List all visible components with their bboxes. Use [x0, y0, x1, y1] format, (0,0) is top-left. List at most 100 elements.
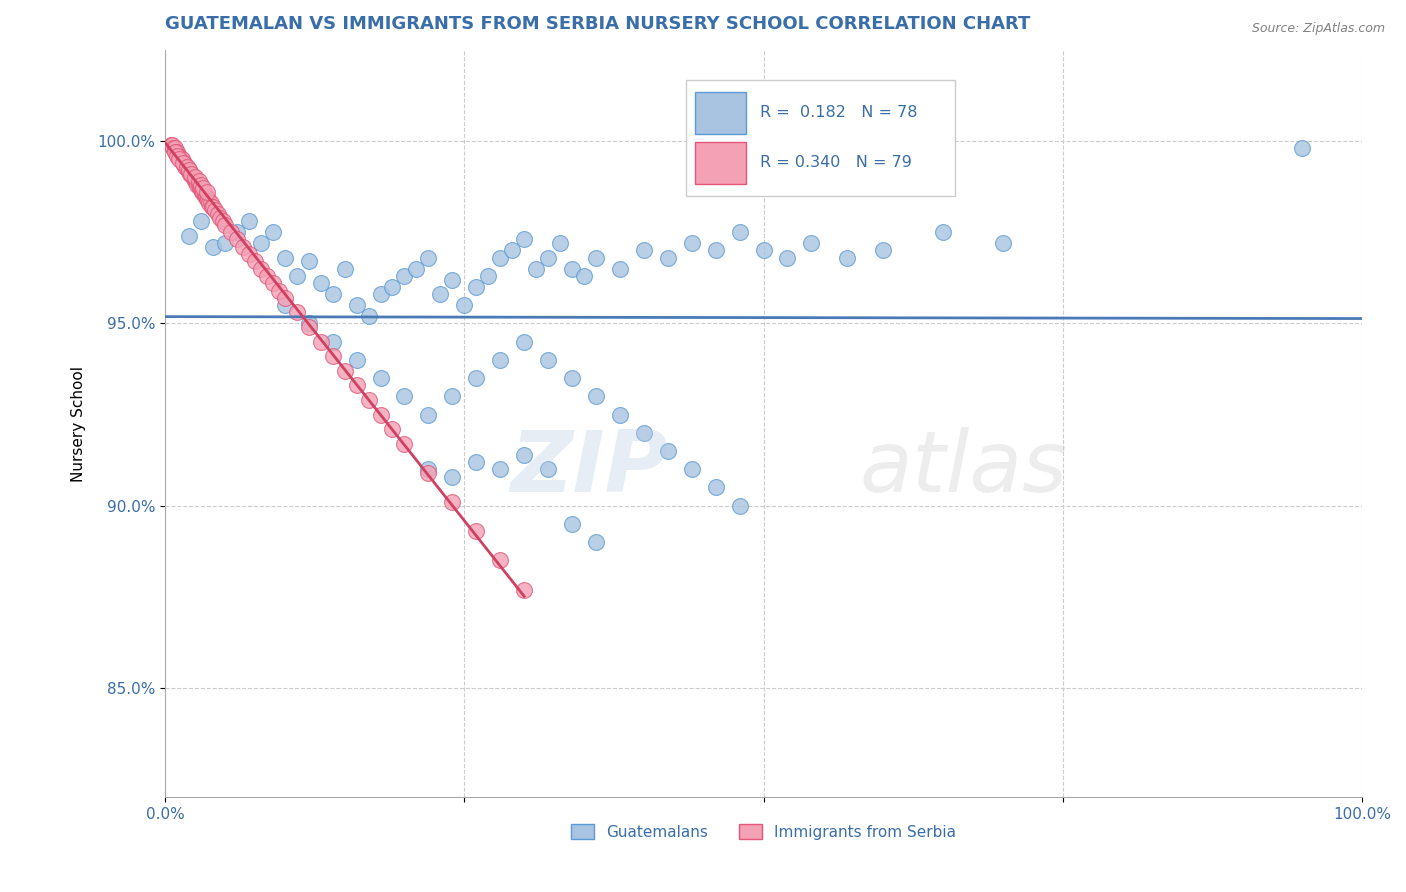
Point: [800, 236, 823, 251]
Point: [489, 251, 512, 265]
Point: [193, 188, 215, 202]
Point: [776, 251, 799, 265]
Point: [346, 378, 368, 392]
Point: [170, 153, 193, 167]
Point: [357, 309, 380, 323]
Point: [187, 178, 209, 192]
Text: R =  0.182   N = 78: R = 0.182 N = 78: [761, 105, 918, 120]
Point: [441, 272, 464, 286]
Point: [209, 211, 232, 225]
Point: [177, 163, 200, 178]
Point: [243, 254, 266, 268]
Point: [370, 371, 392, 385]
Point: [298, 254, 321, 268]
Point: [728, 225, 751, 239]
Point: [262, 277, 284, 291]
Point: [704, 480, 727, 494]
Point: [193, 181, 215, 195]
Point: [524, 261, 547, 276]
Point: [441, 469, 464, 483]
Point: [561, 516, 583, 531]
Point: [991, 236, 1014, 251]
Point: [657, 251, 679, 265]
Point: [184, 174, 207, 188]
Point: [274, 298, 297, 312]
Point: [465, 371, 488, 385]
Point: [207, 207, 229, 221]
Point: [346, 352, 368, 367]
Point: [585, 251, 607, 265]
Point: [609, 261, 631, 276]
Point: [837, 251, 859, 265]
Point: [537, 352, 560, 367]
Point: [166, 145, 188, 159]
Point: [169, 153, 191, 167]
Point: [298, 320, 321, 334]
Point: [572, 268, 595, 283]
Point: [322, 349, 344, 363]
Point: [176, 160, 198, 174]
Text: ZIP: ZIP: [510, 427, 668, 510]
Point: [165, 145, 187, 159]
Point: [179, 167, 201, 181]
Point: [219, 225, 242, 239]
Point: [225, 232, 247, 246]
Point: [190, 178, 212, 192]
Point: [309, 334, 332, 349]
Point: [633, 244, 655, 258]
Point: [177, 163, 200, 178]
Point: [162, 141, 184, 155]
Point: [537, 462, 560, 476]
Point: [489, 352, 512, 367]
Point: [489, 553, 512, 567]
Point: [453, 298, 475, 312]
Point: [172, 156, 194, 170]
Point: [262, 225, 284, 239]
Point: [183, 170, 205, 185]
Point: [370, 287, 392, 301]
FancyBboxPatch shape: [696, 92, 745, 134]
Point: [180, 167, 202, 181]
Point: [370, 408, 392, 422]
Point: [513, 582, 536, 597]
Point: [322, 287, 344, 301]
Text: R = 0.340   N = 79: R = 0.340 N = 79: [761, 155, 912, 170]
Point: [465, 524, 488, 539]
Point: [752, 244, 775, 258]
Point: [201, 240, 224, 254]
Point: [513, 334, 536, 349]
Point: [190, 181, 212, 195]
Y-axis label: Nursery School: Nursery School: [72, 366, 86, 482]
Point: [405, 261, 427, 276]
Point: [322, 334, 344, 349]
Point: [177, 228, 200, 243]
Point: [194, 188, 217, 202]
Point: [704, 244, 727, 258]
Point: [250, 261, 273, 276]
Point: [418, 466, 440, 480]
Point: [184, 170, 207, 185]
Point: [181, 170, 204, 185]
Point: [501, 244, 523, 258]
Point: [418, 251, 440, 265]
Point: [195, 185, 218, 199]
Point: [298, 317, 321, 331]
Point: [441, 495, 464, 509]
Point: [513, 232, 536, 246]
Point: [418, 408, 440, 422]
Point: [381, 280, 404, 294]
Point: [1291, 141, 1313, 155]
Point: [191, 185, 214, 199]
Point: [728, 499, 751, 513]
Point: [585, 389, 607, 403]
Point: [169, 153, 191, 167]
Point: [193, 185, 215, 199]
Point: [163, 141, 186, 155]
Point: [174, 160, 197, 174]
Point: [346, 298, 368, 312]
Point: [195, 192, 218, 206]
Point: [238, 214, 260, 228]
Point: [657, 444, 679, 458]
Point: [309, 277, 332, 291]
Point: [609, 408, 631, 422]
